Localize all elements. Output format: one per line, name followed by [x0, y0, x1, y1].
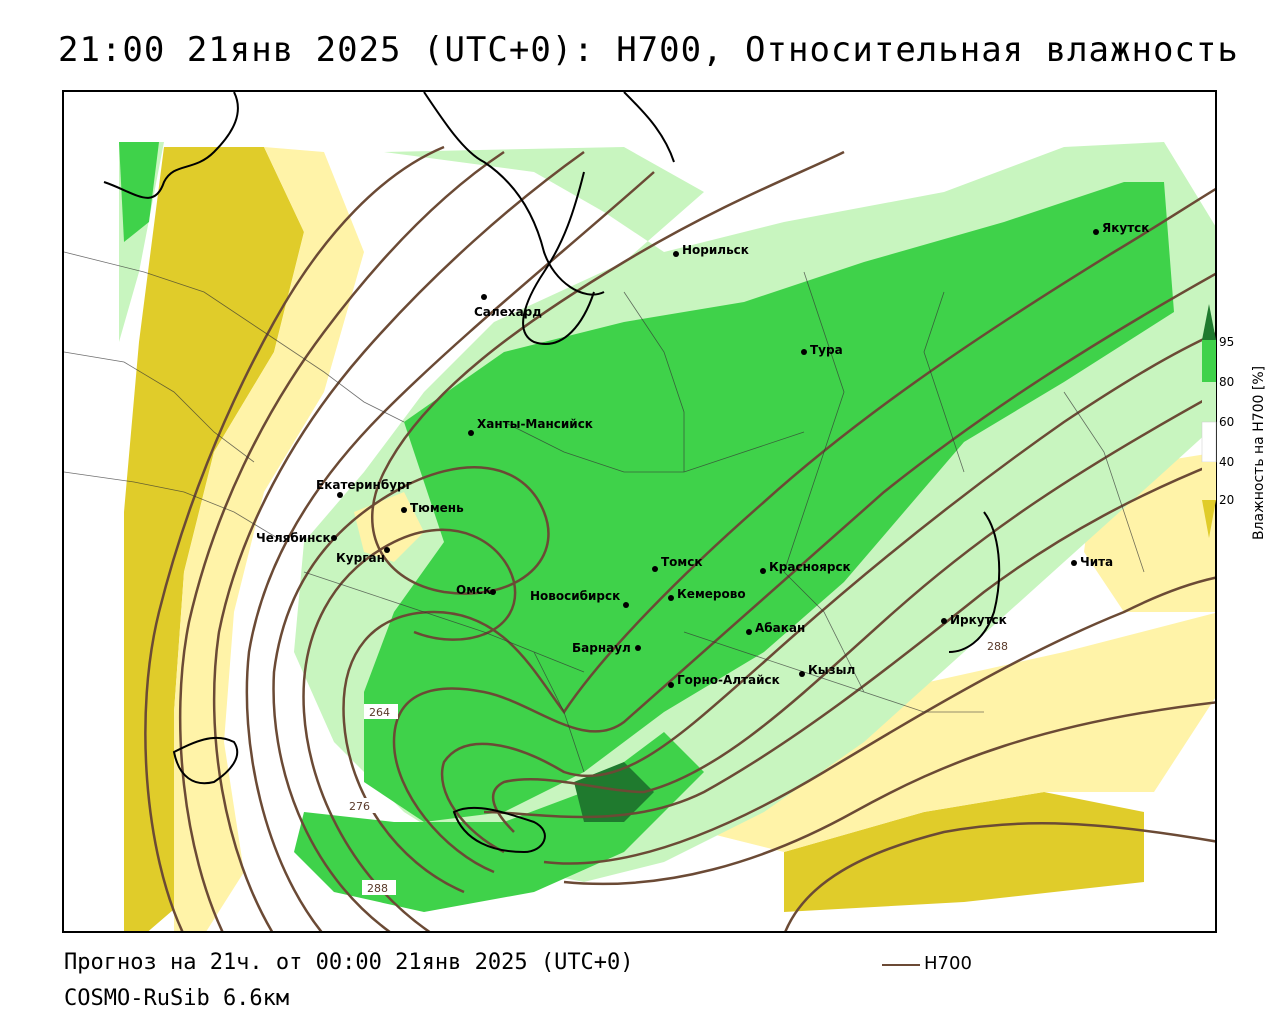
svg-text:Тюмень: Тюмень — [410, 501, 464, 515]
map-canvas: 264 276 288 288 Норильск Якутск Салехард… — [64, 92, 1215, 931]
city-chita: Чита — [1071, 555, 1113, 569]
colorbar-band-95 — [1202, 340, 1216, 382]
colorbar-tick-60: 60 — [1219, 415, 1234, 429]
city-salekhard: Салехард — [474, 294, 542, 319]
svg-text:Чита: Чита — [1080, 555, 1113, 569]
city-yekaterinburg: Екатеринбург — [316, 478, 412, 498]
dry-zone-south — [784, 792, 1144, 912]
contour-label-288: 288 — [362, 880, 396, 895]
city-kyzyl: Кызыл — [799, 663, 855, 677]
svg-text:Екатеринбург: Екатеринбург — [316, 478, 412, 492]
svg-text:Ханты-Мансийск: Ханты-Мансийск — [477, 417, 593, 431]
contour-label-276: 276 — [344, 798, 378, 813]
legend-h700-line — [882, 964, 920, 966]
city-chelyabinsk: Челябинск — [256, 531, 337, 545]
colorbar-top-triangle — [1202, 304, 1216, 340]
colorbar-bottom-triangle — [1202, 500, 1216, 538]
city-barnaul: Барнаул — [572, 641, 641, 655]
coastlines — [103, 92, 1001, 854]
svg-text:276: 276 — [349, 800, 370, 813]
city-tomsk: Томск — [652, 555, 703, 572]
colorbar-tick-80: 80 — [1219, 375, 1234, 389]
svg-text:288: 288 — [987, 640, 1008, 653]
svg-text:Красноярск: Красноярск — [769, 560, 851, 574]
svg-text:Кемерово: Кемерово — [677, 587, 746, 601]
svg-text:Норильск: Норильск — [682, 243, 749, 257]
svg-text:Салехард: Салехард — [474, 305, 542, 319]
svg-text:Абакан: Абакан — [755, 621, 805, 635]
svg-text:288: 288 — [367, 882, 388, 895]
svg-text:264: 264 — [369, 706, 390, 719]
city-khanty-mansiysk: Ханты-Мансийск — [468, 417, 593, 436]
contour-label-288b: 288 — [982, 638, 1016, 653]
colorbar-tick-95: 95 — [1219, 335, 1234, 349]
svg-text:Горно-Алтайск: Горно-Алтайск — [677, 673, 780, 687]
city-abakan: Абакан — [746, 621, 805, 635]
city-gorno-altaysk: Горно-Алтайск — [668, 673, 780, 688]
colorbar-band-60 — [1201, 421, 1217, 463]
svg-text:Барнаул: Барнаул — [572, 641, 631, 655]
city-omsk: Омск — [456, 583, 496, 597]
city-tura: Тура — [801, 343, 843, 357]
colorbar-tick-20: 20 — [1219, 493, 1234, 507]
city-novosibirsk: Новосибирск — [530, 589, 629, 608]
colorbar-title: Влажность на H700 [%] — [1251, 366, 1267, 540]
colorbar-band-40 — [1202, 462, 1216, 500]
moist-band-tail — [294, 732, 704, 912]
forecast-info: Прогноз на 21ч. от 00:00 21янв 2025 (UTC… — [64, 950, 634, 975]
moist-west-patch — [119, 142, 159, 242]
h700-contours — [144, 145, 1215, 931]
city-yakutsk: Якутск — [1093, 221, 1149, 235]
moist-band-dark — [574, 762, 654, 822]
city-norilsk: Норильск — [673, 243, 749, 257]
region-borders — [64, 251, 1145, 773]
city-irkutsk: Иркутск — [941, 613, 1007, 627]
colorbar-band-80 — [1202, 382, 1216, 422]
dry-zone-south-light — [684, 613, 1215, 852]
cities: Норильск Якутск Салехард Тура Ханты-Манс… — [256, 221, 1149, 688]
legend-h700-label: H700 — [924, 953, 972, 974]
contour-label-264: 264 — [364, 704, 398, 719]
svg-text:Кызыл: Кызыл — [808, 663, 855, 677]
colorbar-tick-40: 40 — [1219, 455, 1234, 469]
city-kurgan: Курган — [336, 547, 390, 565]
city-tyumen: Тюмень — [401, 501, 464, 515]
city-kemerovo: Кемерово — [668, 587, 746, 601]
humidity-colorbar: 95 80 60 40 20 Влажность на H700 [%] — [1201, 304, 1267, 540]
svg-text:Курган: Курган — [336, 551, 385, 565]
map-panel: 264 276 288 288 Норильск Якутск Салехард… — [62, 90, 1217, 933]
svg-text:Якутск: Якутск — [1102, 221, 1149, 235]
svg-text:Томск: Томск — [661, 555, 703, 569]
svg-text:Челябинск: Челябинск — [256, 531, 331, 545]
dry-zone-west — [124, 147, 304, 931]
model-name: COSMO-RuSib 6.6км — [64, 986, 290, 1011]
svg-text:Омск: Омск — [456, 583, 491, 597]
svg-text:Тура: Тура — [810, 343, 843, 357]
svg-text:Новосибирск: Новосибирск — [530, 589, 620, 603]
svg-text:Иркутск: Иркутск — [950, 613, 1007, 627]
city-krasnoyarsk: Красноярск — [760, 560, 851, 574]
map-title: 21:00 21янв 2025 (UTC+0): H700, Относите… — [58, 30, 1239, 70]
